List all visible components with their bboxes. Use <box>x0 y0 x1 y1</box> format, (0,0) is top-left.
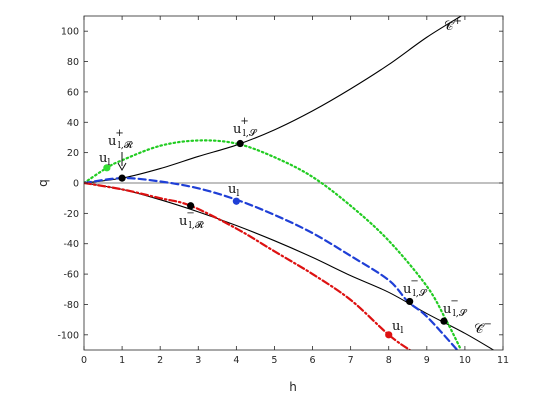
y-tick-label: -100 <box>57 330 79 341</box>
markers-layer <box>103 139 448 339</box>
y-tick-label: 100 <box>61 27 79 38</box>
y-tick-label: -60 <box>63 270 79 281</box>
data-point-marker-2 <box>236 139 244 148</box>
y-axis-label: q <box>36 179 50 187</box>
data-point-marker-0 <box>103 164 111 172</box>
label-ul-R-minus: u− l,𝓡 <box>179 208 205 231</box>
label-ul-blue: ul <box>228 182 239 199</box>
x-tick-label: 9 <box>424 355 430 366</box>
data-point-marker-1 <box>118 174 126 182</box>
x-tick-label: 3 <box>195 355 201 366</box>
curve-red-dashdot <box>84 181 411 350</box>
x-tick-label: 7 <box>348 355 354 366</box>
x-tick-label: 11 <box>497 355 509 366</box>
y-tick-label: 60 <box>67 87 79 98</box>
data-point-marker-7 <box>385 331 393 339</box>
y-tick-label: -40 <box>63 239 79 250</box>
x-tick-label: 0 <box>81 355 87 366</box>
x-tick-label: 10 <box>459 355 471 366</box>
label-ul-S-minus-b: u− l,𝓢 <box>443 296 468 319</box>
x-axis-label: h <box>289 380 297 394</box>
label-c-plus: 𝒞̃+ <box>444 16 462 34</box>
x-tick-label: 2 <box>157 355 163 366</box>
data-point-marker-4 <box>187 202 195 210</box>
x-tick-label: 8 <box>386 355 392 366</box>
y-tick-label: -80 <box>63 300 79 311</box>
label-ul-S-plus: u+ l,𝓢 <box>233 116 258 139</box>
y-tick-label: 40 <box>67 118 79 129</box>
x-tick-label: 6 <box>310 355 316 366</box>
x-axis-ticks: 0 1 2 3 4 5 6 7 8 9 10 11 <box>81 16 509 366</box>
y-tick-label: 0 <box>73 179 79 190</box>
x-tick-label: 1 <box>119 355 125 366</box>
data-point-marker-6 <box>440 317 448 325</box>
label-c-minus: 𝒞̃− <box>474 319 492 337</box>
x-tick-label: 5 <box>271 355 277 366</box>
y-tick-label: 20 <box>67 148 79 159</box>
curve-c-plus <box>84 16 462 184</box>
y-axis-ticks: -100 -80 -60 -40 -20 0 20 40 60 80 100 <box>57 27 503 341</box>
label-ul-S-minus-a: u− l,𝓢 <box>403 276 428 299</box>
label-ul-green: ul <box>99 151 110 168</box>
arrow-head-ul-R-plus <box>117 162 127 172</box>
y-tick-label: -20 <box>63 209 79 220</box>
x-tick-label: 4 <box>233 355 239 366</box>
data-point-marker-3 <box>232 197 240 205</box>
label-ul-red: ul <box>392 319 403 336</box>
label-ul-R-plus: u+ l,𝓡 <box>108 128 134 151</box>
y-tick-label: 80 <box>67 57 79 68</box>
data-point-marker-5 <box>406 297 414 306</box>
curve-c-minus <box>84 182 495 350</box>
